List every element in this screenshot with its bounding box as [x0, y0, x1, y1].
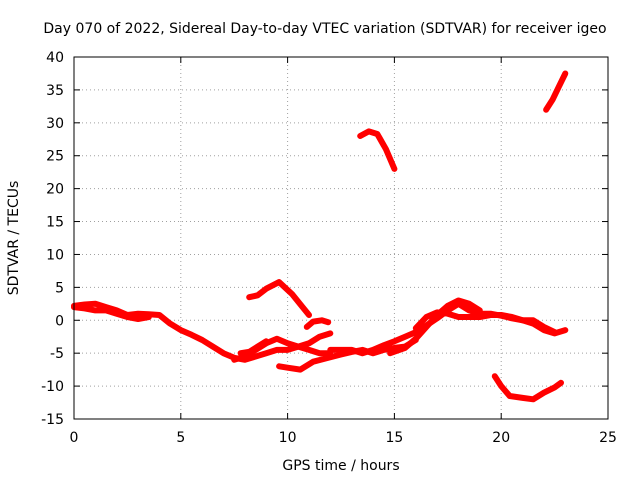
series-line-segment-5	[246, 279, 312, 318]
y-tick-label: 5	[55, 280, 64, 296]
y-tick-label: 20	[46, 182, 64, 198]
y-tick-label: -15	[41, 412, 64, 428]
grid-lines	[74, 57, 608, 419]
x-tick-label: 10	[279, 430, 297, 446]
series-line-segment-4	[237, 338, 270, 357]
plot-frame	[73, 56, 609, 420]
series-line-segment-2	[71, 304, 152, 322]
y-tick-label: 15	[46, 215, 64, 231]
y-tick-label: 40	[46, 50, 64, 66]
x-tick-label: 20	[492, 430, 510, 446]
y-tick-label: 25	[46, 149, 64, 165]
series-line-segment-13	[543, 70, 569, 113]
x-axis-label: GPS time / hours	[282, 458, 399, 474]
series-line-segment-12	[491, 373, 564, 403]
y-tick-label: -5	[50, 346, 64, 362]
x-tick-label: 25	[599, 430, 617, 446]
series-line-segment-1	[71, 300, 334, 363]
x-tick-label: 0	[70, 430, 79, 446]
y-tick-label: 35	[46, 83, 64, 99]
y-axis-label: SDTVAR / TECUs	[6, 181, 22, 296]
x-tick-label: 5	[176, 430, 185, 446]
x-tick-label: 15	[385, 430, 403, 446]
x-tick-labels: 0 5 10 15 20 25	[70, 430, 617, 446]
data-series	[71, 70, 569, 403]
series-line-segment-11	[357, 128, 398, 172]
series-line-segment-10	[412, 309, 558, 336]
y-tick-label: 30	[46, 116, 64, 132]
y-tick-labels: -15 -10 -5 0 5 10 15 20 25 30 35 40	[41, 50, 64, 428]
y-tick-label: -10	[41, 379, 64, 395]
axis-ticks	[73, 56, 609, 420]
chart-title: Day 070 of 2022, Sidereal Day-to-day VTE…	[43, 21, 606, 37]
y-tick-label: 10	[46, 247, 64, 263]
series-line-segment-6	[303, 317, 332, 330]
y-tick-label: 0	[55, 313, 64, 329]
